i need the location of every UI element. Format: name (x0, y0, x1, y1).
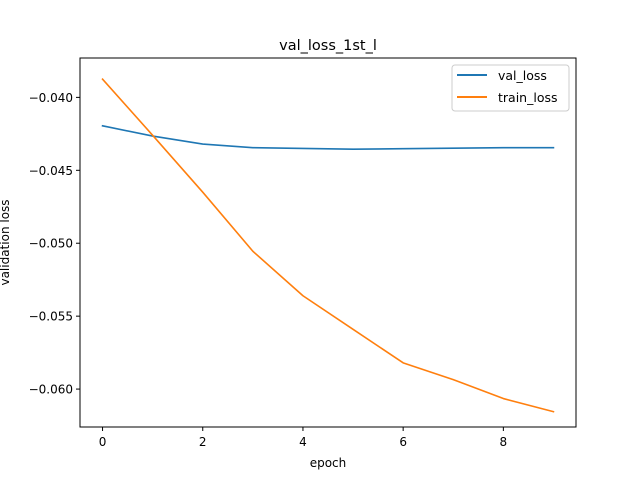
legend-label-train-loss: train_loss (498, 90, 558, 105)
y-axis-ticks: −0.060 −0.055 −0.050 −0.045 −0.040 (29, 91, 80, 397)
y-tick-label: −0.045 (29, 164, 73, 178)
series-line-val-loss (101, 124, 555, 150)
x-tick-label: 0 (99, 435, 107, 449)
x-axis-ticks: 0 2 4 6 8 (99, 427, 507, 449)
y-tick-label: −0.060 (29, 383, 73, 397)
series-lines (101, 78, 555, 413)
legend-label-val-loss: val_loss (498, 68, 547, 83)
legend: val_loss train_loss (451, 64, 570, 112)
x-axis-label: epoch (310, 456, 347, 470)
legend-box (451, 64, 570, 112)
y-axis-label: validation loss (0, 199, 12, 285)
plot-frame (79, 57, 577, 428)
x-tick-label: 6 (399, 435, 407, 449)
x-tick-label: 8 (500, 435, 508, 449)
y-tick-label: −0.050 (29, 237, 73, 251)
x-tick-label: 4 (299, 435, 307, 449)
x-tick-label: 2 (199, 435, 207, 449)
series-line-train-loss (101, 78, 555, 413)
y-tick-label: −0.040 (29, 91, 73, 105)
y-tick-label: −0.055 (29, 310, 73, 324)
chart-title: val_loss_1st_l (279, 38, 377, 54)
